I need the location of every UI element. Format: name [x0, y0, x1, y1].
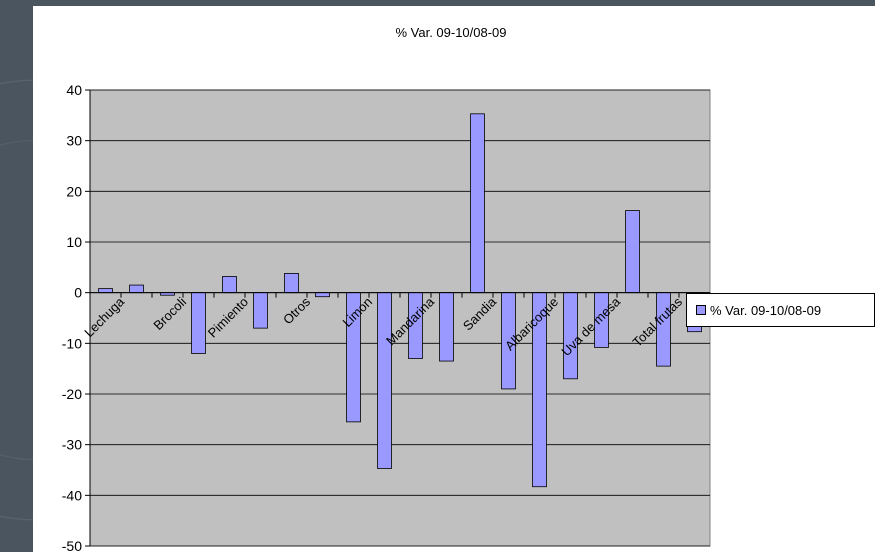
y-tick-label: -40 [62, 487, 82, 503]
chart-legend: % Var. 09-10/08-09 [686, 293, 875, 327]
legend-label: % Var. 09-10/08-09 [710, 302, 822, 318]
y-tick-label: 40 [66, 82, 82, 98]
y-tick-label: -20 [62, 386, 82, 402]
plot-area [89, 89, 711, 547]
bar [284, 273, 299, 294]
y-tick-label: 10 [66, 234, 82, 250]
chart-area: % Var. 09-10/08-09 40 30 20 10 0 -10 -20 -30 -40… [33, 6, 875, 552]
legend-swatch [696, 305, 706, 315]
y-tick-label: -30 [62, 437, 82, 453]
bar [129, 284, 144, 294]
y-tick-label: -50 [62, 538, 82, 552]
bar-chart: % Var. 09-10/08-09 40 30 20 10 0 -10 -20 -30 -40… [62, 25, 711, 552]
bar [439, 292, 454, 362]
bar [470, 113, 485, 294]
y-tick-label: 20 [66, 183, 82, 199]
bar [222, 276, 237, 294]
y-tick-label: 0 [74, 285, 82, 301]
y-tick-label: -10 [62, 335, 82, 351]
bar [315, 292, 330, 298]
y-tick-label: 30 [66, 133, 82, 149]
chart-title: % Var. 09-10/08-09 [395, 25, 506, 40]
bar [253, 292, 268, 329]
bar [191, 292, 206, 354]
bar [98, 288, 113, 294]
bar [625, 210, 640, 294]
bar [377, 292, 392, 469]
